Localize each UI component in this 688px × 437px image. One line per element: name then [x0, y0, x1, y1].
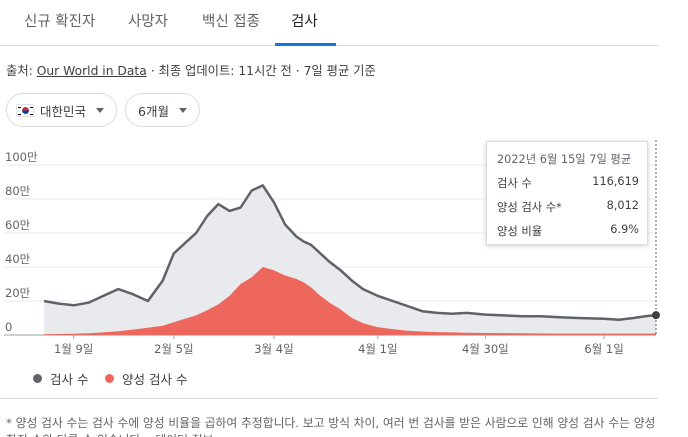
tab-tests[interactable]: 검사 [291, 14, 318, 30]
x-tick-label: 4월 30일 [462, 342, 509, 356]
period-label: 6개월 [138, 103, 169, 119]
y-tick-label: 60만 [5, 218, 31, 232]
source-link[interactable]: Our World in Data [36, 64, 147, 78]
tooltip-row-positive-rate: 양성 비율 6.9% [497, 223, 639, 239]
legend-item-positive-tests: 양성 검사 수 [105, 369, 187, 388]
tooltip-row-positive-tests: 양성 검사 수* 8,012 [497, 199, 639, 215]
tests-area [44, 185, 656, 335]
source-suffix: · 최종 업데이트: 11시간 전 · 7일 평균 기준 [150, 64, 376, 78]
positive-tests-area [44, 267, 656, 335]
caret-down-icon [178, 107, 187, 113]
legend-label: 검사 수 [50, 372, 89, 387]
tooltip-label: 양성 검사 수* [497, 201, 562, 214]
tooltip-label: 검사 수 [497, 177, 532, 190]
chart-tooltip: 2022년 6월 15일 7일 평균 검사 수 116,619 양성 검사 수*… [486, 141, 648, 245]
tab-new-cases[interactable]: 신규 확진자 [24, 14, 96, 30]
country-dropdown[interactable]: 대한민국 [6, 93, 117, 127]
circle-icon [105, 374, 114, 383]
tooltip-value: 8,012 [606, 199, 639, 212]
y-tick-label: 40만 [5, 252, 31, 266]
tooltip-value: 116,619 [592, 175, 639, 188]
tab-deaths[interactable]: 사망자 [128, 14, 169, 30]
korea-flag-icon [16, 103, 34, 117]
tests-series-line [43, 184, 657, 321]
x-tick-label: 4월 1일 [358, 342, 397, 356]
source-line: 출처: Our World in Data · 최종 업데이트: 11시간 전 … [6, 61, 376, 79]
hover-point [652, 311, 660, 320]
active-tab-indicator [275, 43, 336, 46]
country-label: 대한민국 [40, 103, 87, 119]
tab-vaccinations[interactable]: 백신 접종 [202, 14, 260, 30]
caret-down-icon [96, 107, 105, 113]
x-tick-label: 6월 1일 [584, 342, 623, 356]
x-tick-label: 3월 4일 [254, 342, 293, 356]
tooltip-label: 양성 비율 [497, 225, 543, 238]
divider [0, 398, 658, 399]
tab-bar: 신규 확진자 사망자 백신 접종 검사 [0, 0, 658, 46]
period-dropdown[interactable]: 6개월 [125, 93, 200, 127]
circle-icon [33, 374, 42, 383]
y-tick-label: 100만 [5, 150, 38, 164]
tooltip-date: 2022년 6월 15일 7일 평균 [497, 153, 632, 166]
tooltip-value: 6.9% [610, 223, 639, 236]
tests-chart[interactable]: 0 20만 40만 60만 80만 100만 1월 9일 2월 5일 3월 4일 4월 1일 4월 … [0, 140, 688, 362]
y-tick-label: 0 [5, 320, 12, 334]
tooltip-row-tests: 검사 수 116,619 [497, 175, 639, 191]
source-prefix: 출처: [6, 64, 33, 78]
footnote: * 양성 검사 수는 검사 수에 양성 비율을 곱하여 추정합니다. 보고 방식… [6, 416, 656, 437]
y-tick-label: 80만 [5, 184, 31, 198]
legend-label: 양성 검사 수 [122, 372, 188, 387]
x-tick-label: 1월 9일 [54, 342, 93, 356]
y-tick-label: 20만 [5, 286, 31, 300]
legend-item-tests: 검사 수 [33, 369, 88, 388]
x-tick-label: 2월 5일 [154, 342, 193, 356]
